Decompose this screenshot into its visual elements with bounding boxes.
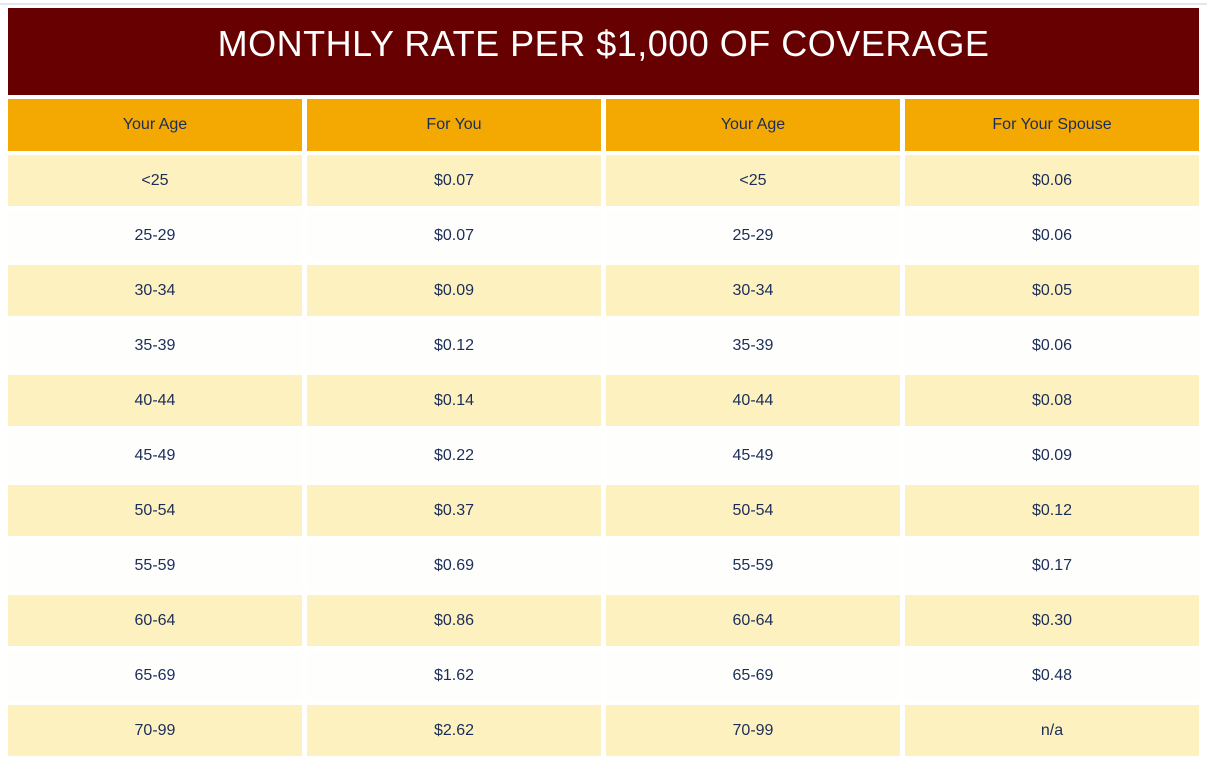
rate-cell: $0.86 — [307, 595, 601, 646]
rate-cell: $0.05 — [905, 265, 1199, 316]
rate-cell: n/a — [905, 705, 1199, 756]
age-cell: 40-44 — [606, 375, 900, 426]
age-cell: 55-59 — [606, 540, 900, 591]
age-cell: 70-99 — [606, 705, 900, 756]
rate-cell: $0.09 — [905, 430, 1199, 481]
rate-cell: $0.09 — [307, 265, 601, 316]
column-header-your-age: Your Age — [8, 99, 302, 151]
rate-cell: $0.22 — [307, 430, 601, 481]
rate-cell: $1.62 — [307, 650, 601, 701]
rate-cell: $0.06 — [905, 320, 1199, 371]
age-cell: 50-54 — [8, 485, 302, 536]
rate-cell: $0.14 — [307, 375, 601, 426]
age-cell: 45-49 — [8, 430, 302, 481]
age-cell: 45-49 — [606, 430, 900, 481]
page-title: MONTHLY RATE PER $1,000 OF COVERAGE — [217, 23, 990, 64]
age-cell: <25 — [606, 155, 900, 206]
age-cell: 35-39 — [8, 320, 302, 371]
top-divider — [0, 3, 1207, 5]
age-cell: 60-64 — [606, 595, 900, 646]
rate-cell: $0.17 — [905, 540, 1199, 591]
age-cell: 60-64 — [8, 595, 302, 646]
age-cell: 25-29 — [606, 210, 900, 261]
table-title-band: MONTHLY RATE PER $1,000 OF COVERAGE — [8, 8, 1199, 95]
rate-cell: $2.62 — [307, 705, 601, 756]
age-cell: 35-39 — [606, 320, 900, 371]
rate-table-section: MONTHLY RATE PER $1,000 OF COVERAGE Your… — [8, 8, 1199, 756]
age-cell: 30-34 — [606, 265, 900, 316]
rate-cell: $0.12 — [905, 485, 1199, 536]
age-cell: <25 — [8, 155, 302, 206]
rate-cell: $0.48 — [905, 650, 1199, 701]
age-cell: 50-54 — [606, 485, 900, 536]
age-cell: 30-34 — [8, 265, 302, 316]
column-header-for-you: For You — [307, 99, 601, 151]
column-header-your-age-spouse: Your Age — [606, 99, 900, 151]
rate-cell: $0.06 — [905, 210, 1199, 261]
age-cell: 25-29 — [8, 210, 302, 261]
age-cell: 55-59 — [8, 540, 302, 591]
age-cell: 65-69 — [8, 650, 302, 701]
rate-cell: $0.12 — [307, 320, 601, 371]
rate-cell: $0.06 — [905, 155, 1199, 206]
rate-cell: $0.07 — [307, 210, 601, 261]
rate-cell: $0.07 — [307, 155, 601, 206]
age-cell: 65-69 — [606, 650, 900, 701]
age-cell: 70-99 — [8, 705, 302, 756]
rate-cell: $0.69 — [307, 540, 601, 591]
rate-cell: $0.08 — [905, 375, 1199, 426]
column-header-for-your-spouse: For Your Spouse — [905, 99, 1199, 151]
age-cell: 40-44 — [8, 375, 302, 426]
rate-cell: $0.37 — [307, 485, 601, 536]
rate-table: Your Age For You Your Age For Your Spous… — [8, 99, 1199, 756]
rate-cell: $0.30 — [905, 595, 1199, 646]
